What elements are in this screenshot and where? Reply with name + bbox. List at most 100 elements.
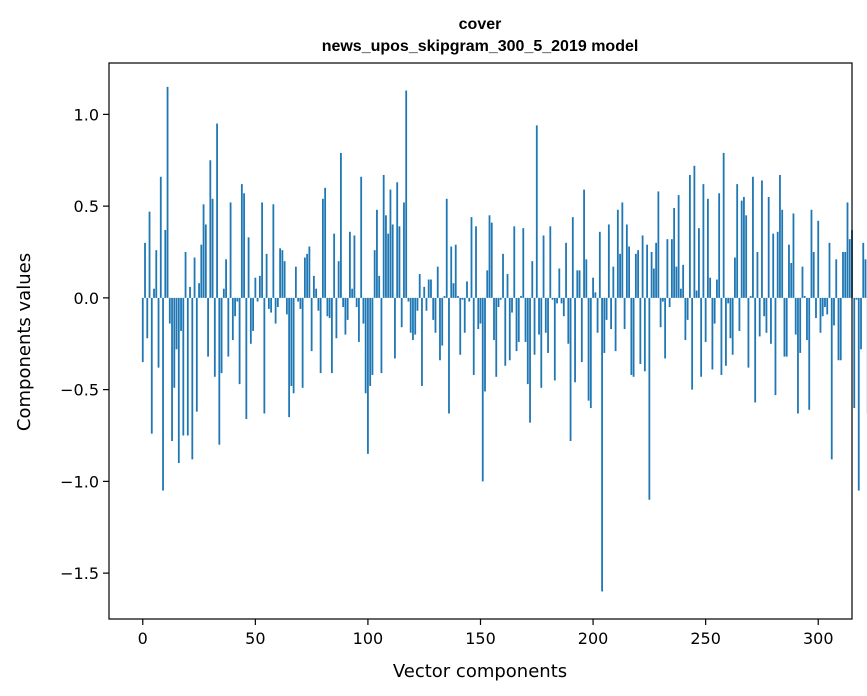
bar — [403, 202, 405, 298]
bar — [324, 187, 327, 298]
bar — [691, 297, 694, 390]
bar — [297, 297, 300, 302]
x-axis-label: Vector components — [393, 661, 567, 682]
bar — [526, 297, 529, 385]
bar — [524, 297, 527, 342]
bar — [299, 297, 302, 309]
bar — [184, 252, 187, 298]
bar — [571, 217, 574, 298]
bar — [810, 209, 813, 298]
bar — [373, 250, 376, 298]
bar — [231, 297, 234, 341]
bar — [405, 90, 408, 298]
y-tick-label: 0.5 — [74, 197, 99, 216]
bar — [380, 297, 383, 374]
bar — [774, 297, 777, 396]
bar — [756, 252, 759, 298]
bar — [677, 195, 680, 298]
bar — [614, 297, 617, 352]
bar — [833, 297, 835, 326]
bar — [652, 268, 655, 298]
bar — [664, 297, 667, 359]
bar — [695, 290, 698, 298]
bar — [675, 266, 678, 298]
y-tick-label: 1.0 — [74, 105, 99, 124]
bar — [725, 297, 727, 366]
bar — [317, 297, 320, 311]
bar — [229, 202, 232, 298]
bar — [605, 297, 608, 320]
bar — [358, 297, 360, 342]
bar — [364, 297, 367, 394]
bar — [261, 202, 263, 298]
x-tick-label: 300 — [803, 629, 834, 648]
bar — [520, 296, 522, 298]
bar — [650, 252, 653, 298]
bar — [553, 297, 556, 381]
bar — [477, 297, 480, 330]
y-tick-label: −0.5 — [60, 381, 99, 400]
bar — [547, 297, 549, 353]
bar — [450, 246, 453, 298]
bar — [416, 297, 419, 311]
bar — [551, 297, 554, 300]
bar — [736, 184, 739, 298]
bar — [353, 235, 356, 298]
bar — [495, 297, 498, 377]
bar — [249, 297, 252, 344]
bar — [252, 297, 254, 331]
bar — [657, 191, 660, 298]
bar — [794, 297, 797, 335]
bar — [634, 253, 637, 298]
bar — [144, 242, 146, 298]
bar — [425, 297, 428, 311]
bar — [389, 189, 392, 298]
bar — [396, 182, 399, 298]
bar — [758, 297, 761, 337]
bar — [673, 207, 676, 298]
bar — [150, 297, 153, 434]
bar — [220, 297, 223, 374]
y-tick-label: −1.0 — [60, 472, 99, 491]
bar — [488, 215, 491, 298]
bar — [643, 297, 646, 372]
bar — [238, 297, 241, 385]
x-axis: 0 50 100 150 200 250 300 — [138, 619, 834, 648]
x-tick-label: 0 — [138, 629, 148, 648]
bar — [394, 297, 396, 359]
bar — [720, 297, 723, 375]
bar — [738, 297, 741, 331]
bar — [331, 297, 333, 374]
bar — [761, 180, 763, 298]
bar — [731, 297, 734, 355]
bar — [371, 297, 374, 375]
bar — [621, 202, 624, 298]
bar — [749, 296, 752, 298]
bar — [679, 288, 682, 298]
bar — [173, 297, 176, 388]
bar — [475, 226, 477, 298]
bar — [855, 297, 858, 300]
bar — [382, 174, 385, 298]
bar — [587, 297, 590, 401]
x-tick-label: 250 — [690, 629, 721, 648]
bar — [207, 297, 209, 357]
bar — [155, 250, 158, 298]
bar — [236, 297, 239, 302]
bar — [506, 274, 509, 298]
bar — [499, 297, 502, 300]
bar — [835, 259, 838, 298]
bar — [583, 189, 585, 298]
bar — [857, 297, 860, 491]
bar — [285, 297, 288, 315]
bar — [511, 297, 513, 313]
bar — [540, 297, 543, 388]
bar — [351, 288, 354, 298]
bar — [616, 209, 619, 298]
bar — [709, 277, 712, 298]
bar — [623, 297, 626, 330]
bar — [254, 277, 257, 298]
bar — [243, 193, 245, 298]
bar — [765, 297, 768, 333]
